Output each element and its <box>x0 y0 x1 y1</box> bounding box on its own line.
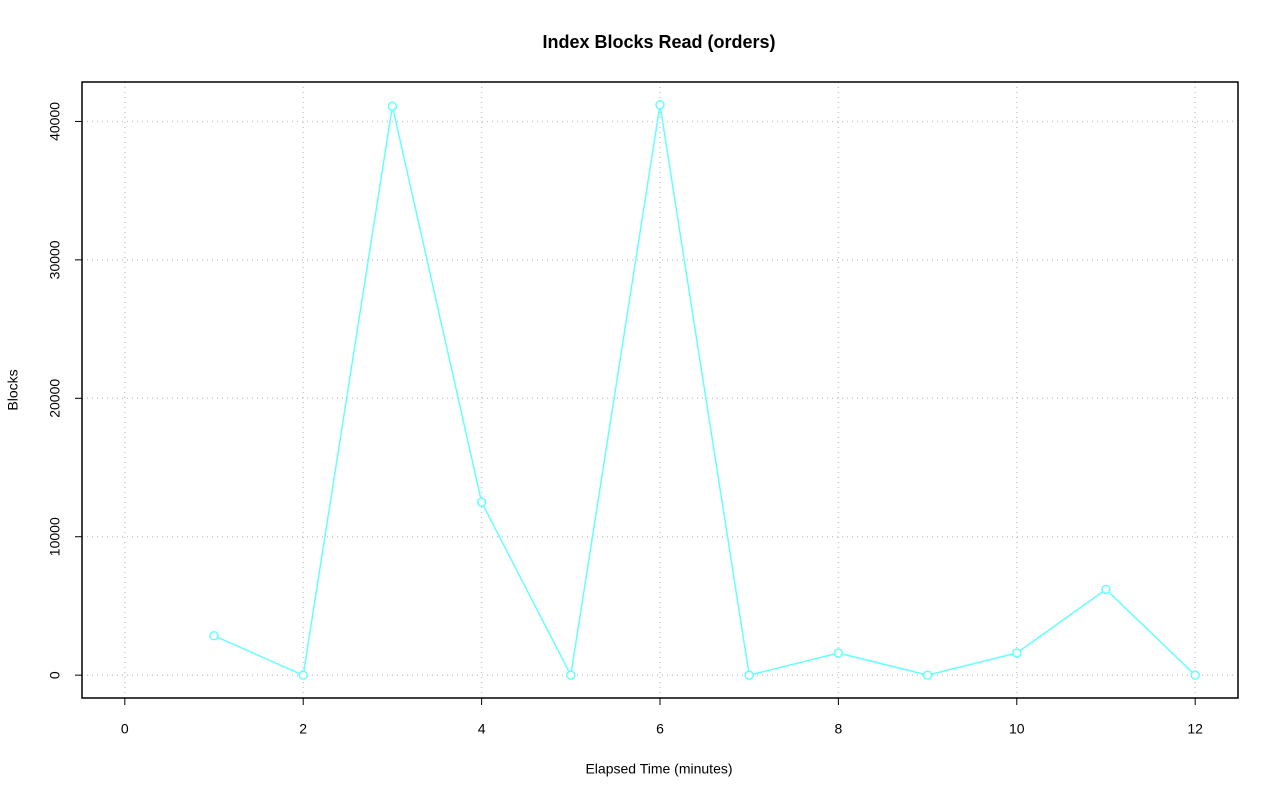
data-point <box>833 648 844 658</box>
plot-frame <box>81 81 1239 699</box>
y-tick-label: 0 <box>47 671 63 679</box>
y-tick-label: 30000 <box>47 240 63 279</box>
x-tick-label: 6 <box>656 721 664 737</box>
y-tick-label: 40000 <box>47 102 63 141</box>
data-point <box>387 101 398 111</box>
x-tick-label: 12 <box>1187 721 1203 737</box>
data-point <box>655 100 665 110</box>
chart-title: Index Blocks Read (orders) <box>542 32 775 52</box>
data-point <box>1012 648 1022 658</box>
data-point <box>1101 584 1111 595</box>
y-tick-label: 10000 <box>47 517 63 556</box>
y-tick-label: 20000 <box>47 379 63 418</box>
x-tick-label: 10 <box>1009 721 1025 737</box>
data-point <box>209 630 219 641</box>
x-tick-label: 0 <box>121 721 129 737</box>
data-point <box>744 670 754 680</box>
data-point <box>922 670 933 680</box>
data-point <box>566 670 576 680</box>
x-tick-label: 2 <box>299 721 307 737</box>
x-tick-label: 8 <box>834 721 842 737</box>
x-axis-title: Elapsed Time (minutes) <box>585 761 732 777</box>
data-point <box>1190 670 1200 680</box>
data-point <box>298 670 308 680</box>
x-tick-label: 4 <box>478 721 486 737</box>
data-line <box>213 104 1196 678</box>
data-point <box>476 497 487 507</box>
y-axis-title: Blocks <box>5 369 21 410</box>
